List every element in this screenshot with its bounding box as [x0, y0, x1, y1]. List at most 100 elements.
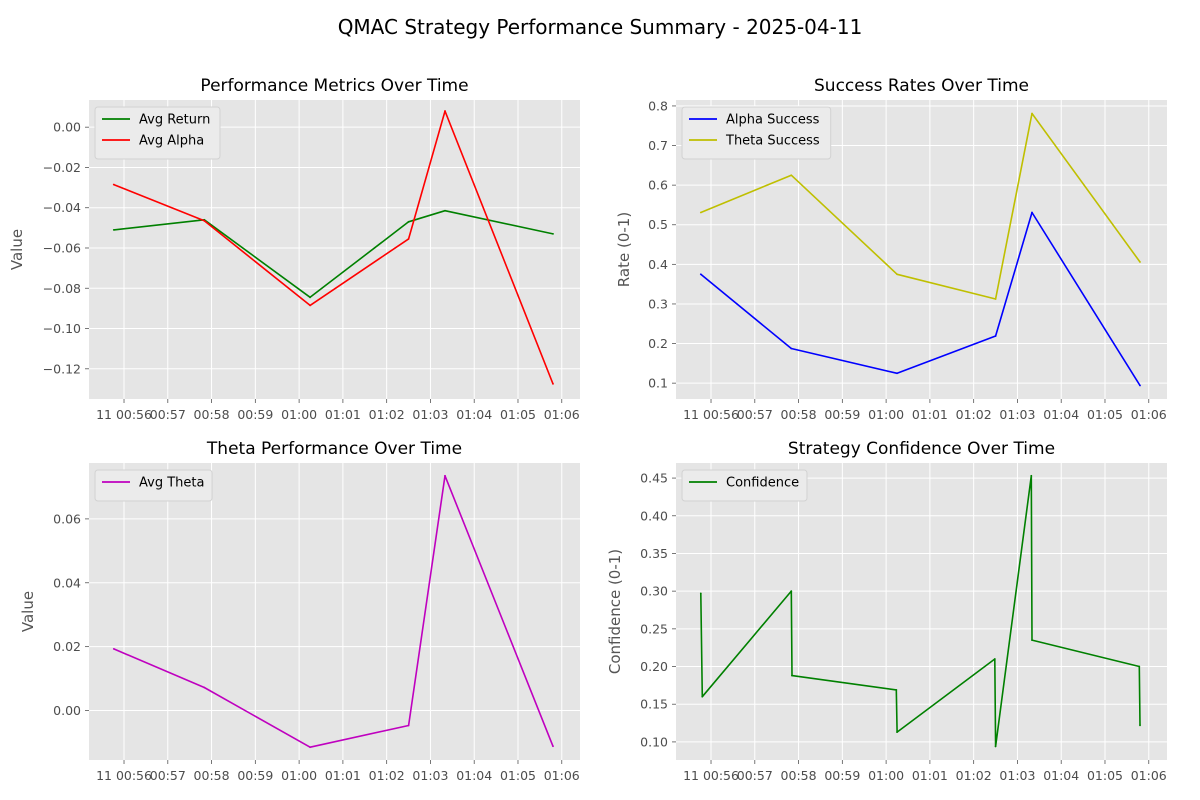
- y-tick-label: 0.10: [640, 734, 668, 749]
- data-point-theta-success: [790, 174, 793, 177]
- data-point-avg-return: [444, 209, 446, 212]
- x-tick-label: 01:00: [868, 768, 904, 783]
- y-axis-label: Confidence (0-1): [606, 549, 624, 674]
- y-tick-label: −0.12: [43, 361, 81, 376]
- data-point-theta-success: [1031, 112, 1033, 115]
- x-tick-label: 01:01: [912, 407, 948, 422]
- x-tick-label: 01:06: [544, 407, 580, 422]
- y-tick-label: −0.08: [43, 281, 81, 296]
- subplot-title: Success Rates Over Time: [814, 76, 1029, 96]
- x-tick-label: 01:06: [1131, 407, 1167, 422]
- x-tick-label: 01:05: [500, 407, 536, 422]
- x-tick-label: 01:03: [999, 768, 1035, 783]
- data-point-theta-success: [896, 273, 898, 276]
- data-point-avg-return: [309, 296, 311, 299]
- data-point-confidence: [1030, 474, 1033, 477]
- data-point-avg-alpha: [112, 183, 115, 186]
- subplot-title: Performance Metrics Over Time: [200, 76, 468, 96]
- y-tick-label: 0.06: [53, 511, 81, 526]
- x-tick-label: 00:57: [150, 768, 186, 783]
- data-point-avg-theta: [444, 474, 446, 477]
- y-tick-label: 0.2: [648, 336, 668, 351]
- subplot-title: Theta Performance Over Time: [206, 439, 462, 459]
- data-point-avg-alpha: [444, 110, 446, 112]
- data-point-avg-theta: [112, 647, 115, 650]
- series-line-avg-return: [113, 209, 554, 299]
- legend-label: Confidence: [726, 476, 799, 491]
- y-tick-label: 0.1: [648, 376, 668, 391]
- data-point-avg-theta: [309, 746, 311, 749]
- x-tick-label: 00:58: [194, 768, 230, 783]
- data-point-confidence: [993, 658, 996, 660]
- data-point-confidence: [1139, 724, 1141, 727]
- legend-label: Theta Success: [725, 134, 820, 149]
- series-line-alpha-success: [700, 211, 1141, 386]
- x-tick-label: 01:04: [1043, 407, 1079, 422]
- y-tick-label: 0.02: [53, 639, 81, 654]
- data-point-avg-alpha: [309, 304, 311, 307]
- series-line-theta-success: [700, 112, 1141, 300]
- data-point-avg-return: [112, 228, 115, 231]
- x-tick-label: 01:03: [412, 407, 448, 422]
- data-point-confidence: [1138, 665, 1141, 668]
- x-tick-label: 01:01: [325, 768, 361, 783]
- plot-area: [89, 463, 580, 760]
- y-tick-label: −0.06: [43, 240, 81, 255]
- y-tick-label: 0.00: [53, 703, 81, 718]
- legend-box: [681, 106, 832, 160]
- x-tick-label: 01:02: [369, 407, 405, 422]
- data-point-avg-theta: [203, 686, 206, 689]
- data-point-alpha-success: [994, 335, 997, 337]
- y-tick-label: 0.20: [640, 659, 668, 674]
- data-point-theta-success: [699, 211, 702, 214]
- data-point-avg-return: [552, 232, 554, 235]
- x-tick-label: 00:57: [737, 407, 773, 422]
- x-tick-label: 01:05: [1087, 407, 1123, 422]
- data-point-avg-return: [407, 220, 410, 223]
- plot-area: [676, 463, 1167, 760]
- data-point-avg-theta: [407, 724, 410, 727]
- data-point-theta-success: [994, 298, 997, 300]
- x-tick-label: 01:02: [956, 407, 992, 422]
- y-tick-label: 0.45: [640, 471, 668, 486]
- legend: Alpha Success Theta Success: [681, 106, 832, 160]
- y-tick-label: 0.30: [640, 584, 668, 599]
- data-point-alpha-success: [699, 273, 702, 276]
- y-axis-label: Value: [19, 591, 37, 632]
- x-tick-label: 11 00:56: [96, 768, 152, 783]
- y-tick-label: 0.4: [648, 257, 668, 272]
- y-tick-label: 0.7: [648, 138, 668, 153]
- y-tick-label: 0.8: [648, 98, 668, 113]
- y-tick-label: 0.40: [640, 508, 668, 523]
- x-tick-label: 01:02: [369, 768, 405, 783]
- y-tick-label: −0.10: [43, 321, 81, 336]
- x-tick-label: 00:59: [824, 407, 860, 422]
- data-point-alpha-success: [790, 347, 793, 350]
- x-tick-label: 00:59: [237, 768, 273, 783]
- x-tick-label: 01:03: [412, 768, 448, 783]
- x-tick-label: 01:05: [1087, 768, 1123, 783]
- legend: Avg Theta: [94, 469, 213, 502]
- series-line-avg-alpha: [113, 110, 554, 385]
- data-point-confidence: [1031, 639, 1033, 642]
- x-tick-label: 01:04: [456, 407, 492, 422]
- x-tick-label: 01:06: [544, 768, 580, 783]
- x-tick-label: 01:00: [281, 407, 317, 422]
- x-tick-label: 01:04: [1043, 768, 1079, 783]
- data-point-alpha-success: [896, 372, 898, 375]
- x-tick-label: 00:59: [237, 407, 273, 422]
- data-point-alpha-success: [1031, 211, 1033, 214]
- data-point-avg-alpha: [407, 238, 410, 240]
- figure-title: QMAC Strategy Performance Summary - 2025…: [338, 15, 863, 39]
- x-tick-label: 01:01: [912, 768, 948, 783]
- x-tick-label: 11 00:56: [683, 407, 739, 422]
- legend-label: Avg Theta: [139, 476, 204, 491]
- legend-box: [681, 469, 808, 502]
- series-line-avg-theta: [113, 474, 554, 749]
- series-line-confidence: [700, 474, 1141, 748]
